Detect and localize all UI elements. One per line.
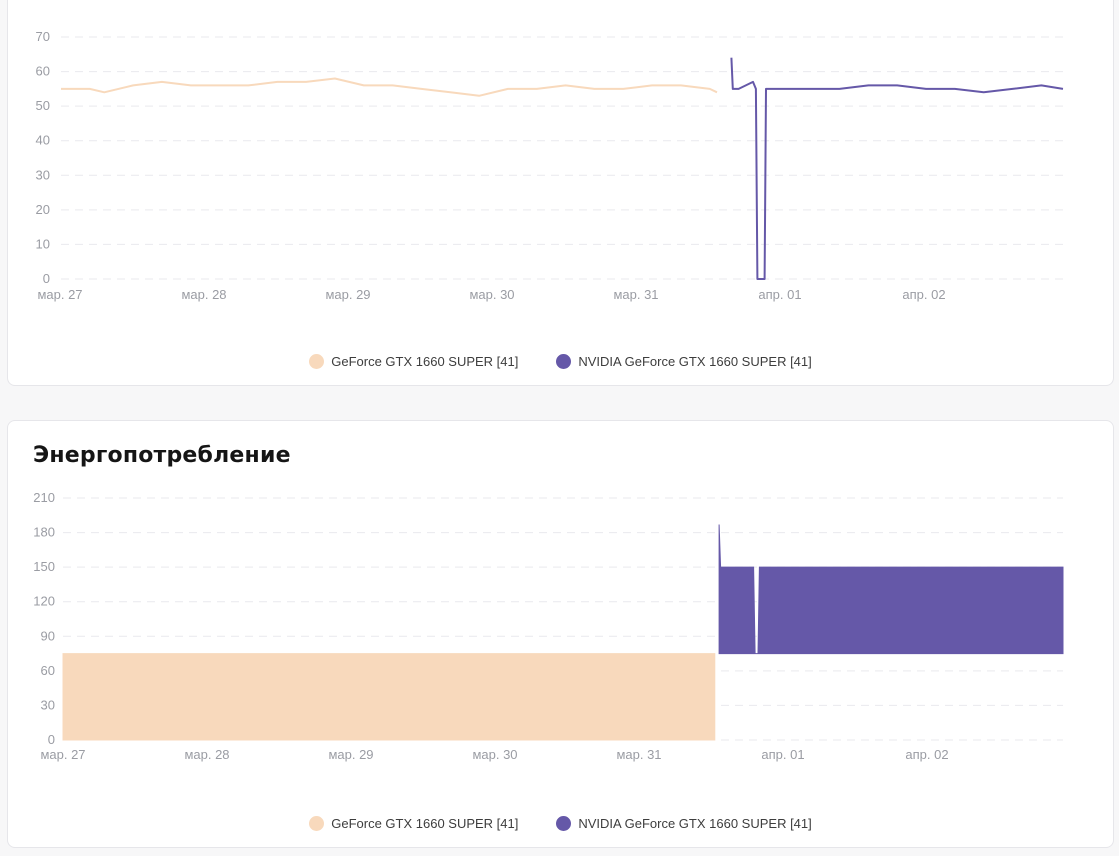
x-tick-label: мар. 31 <box>613 287 658 302</box>
x-tick-label: апр. 01 <box>761 747 804 762</box>
legend-label-series-a: GeForce GTX 1660 SUPER [41] <box>331 816 519 831</box>
x-tick-label: апр. 02 <box>905 747 948 762</box>
power-chart-title: Энергопотребление <box>33 443 291 468</box>
legend-dot-series-a <box>309 354 325 369</box>
y-tick-label: 30 <box>41 697 55 712</box>
series-area-geforce <box>62 653 716 741</box>
power-chart-card: Энергопотребление 0 30 60 90 120 150 180 210 мар… <box>7 420 1114 848</box>
series-area-nvidia <box>718 524 1064 655</box>
x-tick-label: мар. 28 <box>184 747 229 762</box>
y-tick-label: 70 <box>36 29 50 44</box>
legend-dot-series-a <box>309 816 325 831</box>
y-tick-label: 0 <box>43 271 50 286</box>
legend-label-series-b: NVIDIA GeForce GTX 1660 SUPER [41] <box>578 354 812 369</box>
x-tick-label: мар. 27 <box>40 747 85 762</box>
x-tick-label: апр. 02 <box>902 287 945 302</box>
series-line-geforce <box>61 77 718 97</box>
x-tick-label: апр. 01 <box>758 287 801 302</box>
legend-item-series-a[interactable]: GeForce GTX 1660 SUPER [41] <box>309 816 518 831</box>
legend-item-series-b[interactable]: NVIDIA GeForce GTX 1660 SUPER [41] <box>556 816 812 831</box>
power-legend: GeForce GTX 1660 SUPER [41] NVIDIA GeFor… <box>8 816 1113 831</box>
y-tick-label: 30 <box>36 167 50 182</box>
y-tick-label: 0 <box>48 732 55 747</box>
legend-item-series-b[interactable]: NVIDIA GeForce GTX 1660 SUPER [41] <box>556 354 812 369</box>
x-tick-label: мар. 27 <box>37 287 82 302</box>
y-tick-label: 210 <box>33 490 55 505</box>
temperature-legend: GeForce GTX 1660 SUPER [41] NVIDIA GeFor… <box>8 354 1113 369</box>
y-tick-label: 20 <box>36 202 50 217</box>
y-tick-label: 60 <box>36 64 50 79</box>
power-chart: 0 30 60 90 120 150 180 210 мар. 27 мар. 28 мар. 29… <box>33 490 1064 762</box>
y-tick-label: 120 <box>33 594 55 609</box>
legend-label-series-a: GeForce GTX 1660 SUPER [41] <box>331 354 519 369</box>
x-tick-label: мар. 29 <box>325 287 370 302</box>
temperature-chart-card: 0 10 20 30 40 50 60 70 мар. 27 мар. 28 мар. 29 мар.… <box>7 0 1114 386</box>
temperature-chart: 0 10 20 30 40 50 60 70 мар. 27 мар. 28 мар. 29 мар.… <box>36 29 1064 302</box>
legend-label-series-b: NVIDIA GeForce GTX 1660 SUPER [41] <box>578 816 812 831</box>
x-tick-label: мар. 28 <box>181 287 226 302</box>
y-tick-label: 10 <box>36 236 50 251</box>
y-tick-label: 40 <box>36 133 50 148</box>
x-tick-label: мар. 31 <box>616 747 661 762</box>
y-tick-label: 180 <box>33 525 55 540</box>
y-tick-label: 50 <box>36 98 50 113</box>
series-line-nvidia <box>730 57 1064 280</box>
y-tick-label: 150 <box>33 559 55 574</box>
legend-dot-series-b <box>556 354 572 369</box>
x-tick-label: мар. 30 <box>469 287 514 302</box>
legend-dot-series-b <box>556 816 572 831</box>
x-tick-label: мар. 30 <box>472 747 517 762</box>
x-tick-label: мар. 29 <box>328 747 373 762</box>
legend-item-series-a[interactable]: GeForce GTX 1660 SUPER [41] <box>309 354 518 369</box>
y-tick-label: 90 <box>41 628 55 643</box>
y-tick-label: 60 <box>41 663 55 678</box>
